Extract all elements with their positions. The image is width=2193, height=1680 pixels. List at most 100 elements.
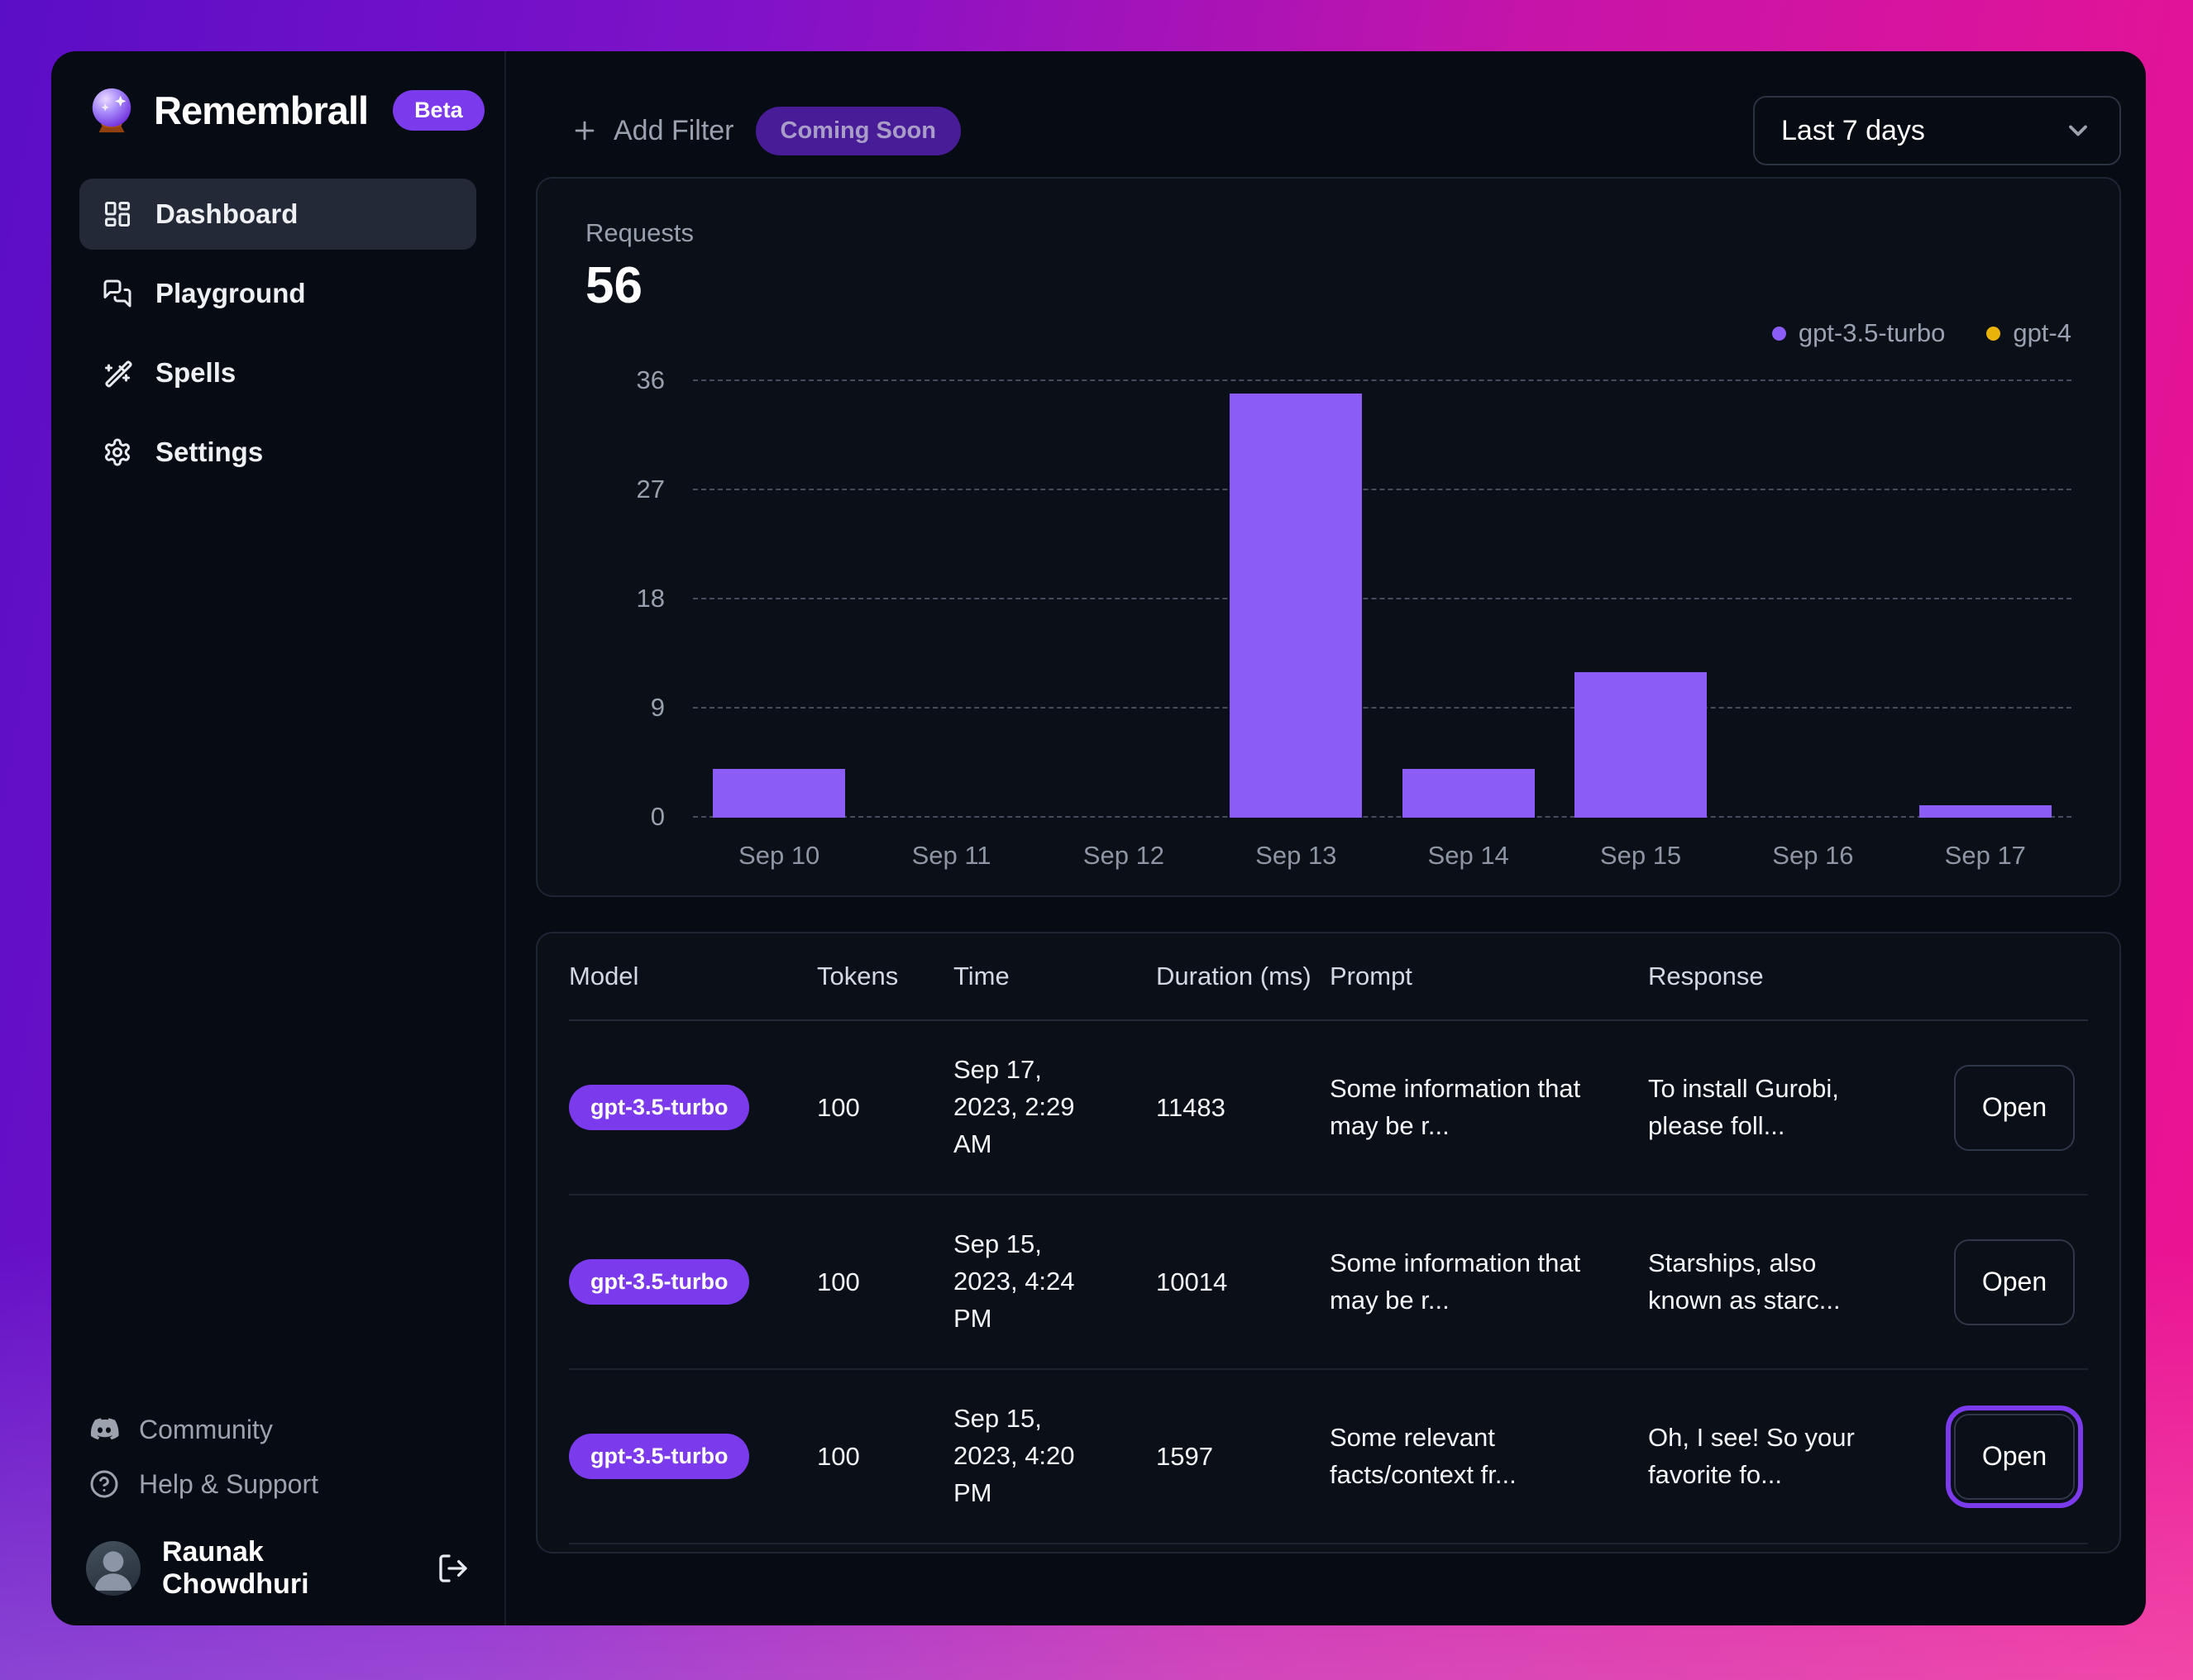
bar-column xyxy=(865,381,1037,818)
open-button[interactable]: Open xyxy=(1946,1405,2083,1508)
tokens-cell: 100 xyxy=(817,1092,860,1122)
bar-gpt-3.5-turbo xyxy=(713,769,846,818)
app-logo: Remembrall Beta xyxy=(79,84,485,136)
date-range-select[interactable]: Last 7 days xyxy=(1753,96,2121,165)
column-header-time: Time xyxy=(953,961,1010,990)
model-badge: gpt-3.5-turbo xyxy=(569,1085,750,1130)
sidebar-item-settings[interactable]: Settings xyxy=(79,417,476,488)
coming-soon-badge: Coming Soon xyxy=(755,106,961,155)
model-badge: gpt-3.5-turbo xyxy=(569,1434,750,1479)
duration-cell: 11483 xyxy=(1156,1092,1226,1122)
duration-cell: 10014 xyxy=(1156,1267,1228,1296)
gridline: 27 xyxy=(637,475,2071,504)
y-axis-tick: 9 xyxy=(650,693,665,722)
user-profile: Raunak Chowdhuri xyxy=(79,1536,476,1601)
open-button[interactable]: Open xyxy=(1954,1064,2075,1151)
sidebar-item-label: Dashboard xyxy=(155,198,299,229)
response-cell: Oh, I see! So your favorite fo... xyxy=(1648,1422,1855,1489)
legend-dot-gpt4 xyxy=(1986,326,2001,341)
y-axis-tick: 0 xyxy=(650,802,665,831)
y-axis-tick: 27 xyxy=(636,475,665,504)
x-axis-tick: Sep 11 xyxy=(911,841,991,870)
app-title: Remembrall xyxy=(154,88,369,132)
bar-column xyxy=(1383,381,1555,818)
bar-column xyxy=(1210,381,1382,818)
table-row-partial xyxy=(569,1544,2088,1552)
sidebar-footer: Community Help & Support Raunak Chowdhur… xyxy=(79,1402,476,1601)
bar-column xyxy=(693,381,865,818)
date-range-value: Last 7 days xyxy=(1781,114,1925,146)
sidebar-item-spells[interactable]: Spells xyxy=(79,337,476,408)
bar-gpt-3.5-turbo xyxy=(1574,672,1708,818)
table-row: gpt-3.5-turbo 100 Sep 15, 2023, 4:20 PM 159… xyxy=(569,1370,2088,1544)
requests-table-card: Model Tokens Time Duration (ms) Prompt R… xyxy=(536,932,2121,1554)
gridline: 9 xyxy=(651,693,2071,722)
open-button[interactable]: Open xyxy=(1954,1239,2075,1325)
x-axis-tick: Sep 14 xyxy=(1427,841,1509,870)
sidebar-item-label: Community xyxy=(139,1414,273,1444)
requests-total: 56 xyxy=(585,257,643,314)
add-filter-button[interactable]: Add Filter xyxy=(536,115,734,147)
main-content: Add Filter Coming Soon Last 7 days Reque… xyxy=(506,51,2146,1625)
logout-button[interactable] xyxy=(437,1552,470,1585)
prompt-cell: Some information that may be r... xyxy=(1330,1073,1581,1140)
bar-chart-plot: 0 9 18 27 36 xyxy=(637,365,2071,831)
tokens-cell: 100 xyxy=(817,1267,860,1296)
sidebar-item-label: Playground xyxy=(155,278,306,308)
app-window: Remembrall Beta Dashboard Playground xyxy=(51,51,2146,1625)
bar-gpt-3.5-turbo xyxy=(1230,393,1363,818)
sidebar-item-help[interactable]: Help & Support xyxy=(79,1457,476,1511)
chart-legend: gpt-3.5-turbo gpt-4 xyxy=(585,318,2071,348)
table-row: gpt-3.5-turbo 100 Sep 15, 2023, 4:24 PM 100… xyxy=(569,1196,2088,1370)
bar-column xyxy=(1555,381,1727,818)
gridline: 36 xyxy=(637,365,2071,394)
sidebar-item-label: Spells xyxy=(155,357,236,388)
crystal-ball-icon xyxy=(92,88,131,133)
sidebar-item-label: Settings xyxy=(155,437,264,467)
chevron-down-icon xyxy=(2069,125,2087,136)
prompt-cell: Some information that may be r... xyxy=(1330,1248,1581,1315)
column-header-tokens: Tokens xyxy=(817,961,899,990)
model-badge: gpt-3.5-turbo xyxy=(569,1259,750,1305)
avatar xyxy=(86,1541,141,1596)
x-axis-tick: Sep 13 xyxy=(1255,841,1337,870)
dashboard-icon xyxy=(105,202,130,227)
response-cell: Starships, also known as starc... xyxy=(1648,1248,1841,1315)
y-axis-tick: 36 xyxy=(636,365,665,394)
table-header: Model Tokens Time Duration (ms) Prompt R… xyxy=(569,933,2088,1021)
sidebar-item-label: Help & Support xyxy=(139,1468,319,1499)
legend-label: gpt-3.5-turbo xyxy=(1798,318,1946,347)
magic-wand-icon xyxy=(105,360,132,388)
time-cell: Sep 15, 2023, 4:20 PM xyxy=(953,1404,1075,1507)
discord-icon xyxy=(90,1418,119,1440)
logout-icon xyxy=(439,1554,467,1582)
tokens-cell: 100 xyxy=(817,1441,860,1471)
response-cell: To install Gurobi, please foll... xyxy=(1648,1073,1839,1140)
sidebar: Remembrall Beta Dashboard Playground xyxy=(51,51,506,1625)
bar-gpt-3.5-turbo xyxy=(1402,769,1535,818)
table-body: gpt-3.5-turbo 100 Sep 17, 2023, 2:29 AM 114… xyxy=(569,1021,2088,1552)
legend-item-gpt35: gpt-3.5-turbo xyxy=(1771,318,1946,348)
x-axis-labels: Sep 10 Sep 11 Sep 12 Sep 13 Sep 14 Sep 15 Sep … xyxy=(693,841,2071,884)
sidebar-item-playground[interactable]: Playground xyxy=(79,258,476,329)
table-row: gpt-3.5-turbo 100 Sep 17, 2023, 2:29 AM 114… xyxy=(569,1021,2088,1196)
x-axis-tick: Sep 15 xyxy=(1599,841,1682,870)
column-header-response: Response xyxy=(1648,961,1764,990)
x-axis-tick: Sep 16 xyxy=(1772,841,1854,870)
time-cell: Sep 15, 2023, 4:24 PM xyxy=(953,1229,1075,1333)
x-axis-tick: Sep 10 xyxy=(738,841,820,870)
sidebar-item-dashboard[interactable]: Dashboard xyxy=(79,179,476,250)
requests-label: Requests xyxy=(585,218,694,247)
time-cell: Sep 17, 2023, 2:29 AM xyxy=(953,1055,1075,1158)
x-axis-tick: Sep 12 xyxy=(1082,841,1165,870)
bar-column xyxy=(1038,381,1210,818)
bar-column xyxy=(1899,381,2071,818)
legend-dot-gpt35 xyxy=(1771,326,1786,341)
gridline: 0 xyxy=(651,802,2071,831)
prompt-cell: Some relevant facts/context fr... xyxy=(1330,1422,1517,1489)
legend-label: gpt-4 xyxy=(2013,318,2071,347)
column-header-duration: Duration (ms) xyxy=(1156,961,1312,990)
chat-bubbles-icon xyxy=(103,279,131,308)
sidebar-item-community[interactable]: Community xyxy=(79,1402,476,1457)
topbar: Add Filter Coming Soon Last 7 days xyxy=(536,96,2121,165)
